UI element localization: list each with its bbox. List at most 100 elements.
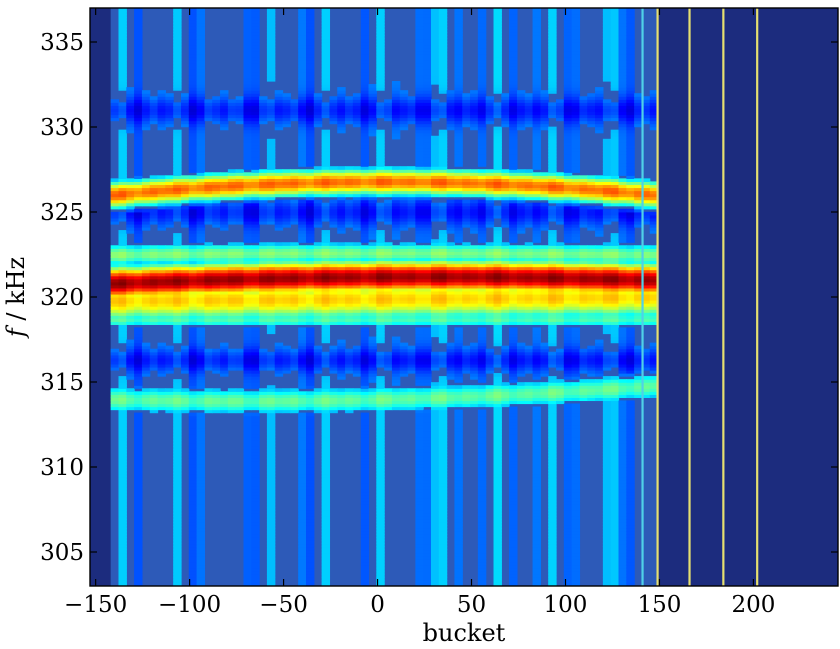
heatmap-cell — [423, 251, 432, 256]
heatmap-cell — [118, 20, 127, 24]
heatmap-cell — [391, 400, 401, 405]
heatmap-cell — [431, 263, 440, 268]
heatmap-cell — [352, 93, 362, 97]
heatmap-cell — [313, 251, 323, 256]
heatmap-cell — [173, 516, 182, 520]
heatmap-cell — [438, 470, 448, 475]
heatmap-cell — [415, 306, 424, 310]
heatmap-cell — [337, 272, 346, 277]
heatmap-cell — [306, 449, 315, 453]
heatmap-cell — [243, 284, 252, 289]
heatmap-cell — [204, 263, 213, 268]
heatmap-cell — [118, 184, 127, 189]
heatmap-cell — [196, 370, 206, 374]
heatmap-cell — [243, 443, 252, 447]
heatmap-cell — [313, 117, 323, 122]
heatmap-cell — [173, 35, 182, 40]
heatmap-cell — [134, 135, 143, 140]
heatmap-cell — [423, 181, 432, 186]
heatmap-cell — [165, 287, 174, 292]
heatmap-cell — [423, 68, 432, 73]
heatmap-cell — [391, 403, 401, 408]
heatmap-cell — [399, 400, 409, 405]
heatmap-cell — [220, 114, 229, 119]
heatmap-cell — [298, 50, 307, 55]
heatmap-cell — [438, 108, 448, 113]
heatmap-cell — [438, 248, 448, 252]
heatmap-cell — [290, 217, 299, 222]
heatmap-cell — [134, 573, 143, 578]
heatmap-cell — [384, 278, 393, 283]
heatmap-cell — [376, 172, 385, 176]
heatmap-cell — [157, 184, 166, 189]
heatmap-cell — [313, 266, 323, 271]
heatmap-cell — [415, 427, 424, 432]
heatmap-cell — [180, 360, 190, 365]
heatmap-cell — [329, 360, 338, 365]
heatmap-cell — [438, 111, 448, 116]
heatmap-cell — [329, 391, 338, 395]
heatmap-cell — [391, 379, 401, 383]
heatmap-cell — [227, 357, 237, 362]
heatmap-cell — [298, 564, 307, 569]
heatmap-cell — [384, 269, 393, 274]
heatmap-cell — [438, 494, 448, 499]
heatmap-cell — [118, 494, 127, 499]
heatmap-cell — [196, 251, 206, 256]
heatmap-cell — [259, 397, 268, 402]
heatmap-cell — [306, 35, 315, 40]
heatmap-cell — [165, 257, 174, 262]
heatmap-cell — [266, 193, 276, 198]
heatmap-cell — [399, 190, 409, 195]
heatmap-cell — [227, 303, 237, 307]
heatmap-cell — [266, 26, 276, 30]
heatmap-cell — [274, 178, 284, 182]
heatmap-cell — [407, 388, 416, 392]
heatmap-cell — [431, 476, 440, 481]
heatmap-cell — [423, 205, 432, 210]
heatmap-cell — [423, 376, 432, 380]
heatmap-cell — [243, 330, 252, 335]
heatmap-cell — [188, 108, 198, 113]
heatmap-cell — [149, 266, 159, 271]
heatmap-cell — [352, 199, 362, 204]
heatmap-cell — [438, 138, 448, 143]
heatmap-cell — [118, 175, 127, 179]
heatmap-cell — [306, 303, 315, 307]
heatmap-cell — [415, 245, 424, 249]
heatmap-cell — [298, 312, 307, 316]
heatmap-cell — [415, 223, 424, 228]
heatmap-cell — [173, 181, 182, 186]
heatmap-cell — [149, 297, 159, 301]
heatmap-cell — [134, 245, 143, 249]
heatmap-cell — [376, 29, 385, 33]
heatmap-cell — [110, 205, 120, 210]
heatmap-cell — [227, 190, 237, 195]
heatmap-cell — [118, 476, 127, 481]
heatmap-cell — [235, 211, 245, 216]
heatmap-cell — [243, 111, 252, 116]
heatmap-cell — [274, 318, 284, 322]
heatmap-cell — [438, 552, 448, 557]
heatmap-cell — [180, 345, 190, 350]
heatmap-cell — [173, 528, 182, 532]
heatmap-cell — [266, 555, 276, 560]
heatmap-cell — [438, 163, 448, 167]
heatmap-cell — [274, 342, 284, 347]
heatmap-cell — [188, 555, 198, 560]
heatmap-cell — [118, 357, 127, 362]
heatmap-cell — [188, 519, 198, 523]
heatmap-cell — [298, 217, 307, 222]
heatmap-cell — [407, 169, 416, 173]
heatmap-cell — [384, 360, 393, 365]
heatmap-cell — [118, 26, 127, 30]
heatmap-cell — [306, 339, 315, 344]
heatmap-cell — [118, 327, 127, 332]
heatmap-cell — [376, 412, 385, 417]
heatmap-cell — [274, 281, 284, 286]
heatmap-cell — [423, 506, 432, 511]
heatmap-cell — [368, 90, 377, 94]
heatmap-cell — [360, 379, 370, 383]
heatmap-cell — [376, 71, 385, 76]
heatmap-cell — [391, 166, 401, 170]
